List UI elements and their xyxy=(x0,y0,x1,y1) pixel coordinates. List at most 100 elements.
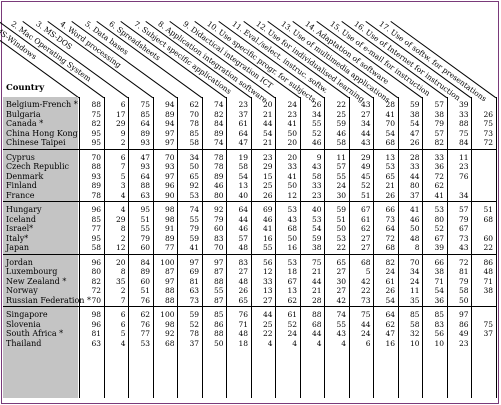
table-cell: 24 xyxy=(360,329,371,338)
table-cell: 2 xyxy=(120,234,126,243)
table-cell: 22 xyxy=(262,329,273,338)
country-name: South Africa * xyxy=(6,329,64,338)
table-cell: 88 xyxy=(213,277,224,286)
table-cell: 81 xyxy=(458,267,469,276)
table-cell: 11 xyxy=(336,153,346,162)
table-cell: 68 xyxy=(483,215,493,224)
table-cell: 65 xyxy=(336,258,346,267)
table-cell: 60 xyxy=(213,224,224,233)
table-cell: 96 xyxy=(91,320,101,329)
group-divider xyxy=(3,306,496,307)
table-cell: 7 xyxy=(120,162,126,171)
country-name: New Zealand * xyxy=(6,277,67,286)
table-cell: 41 xyxy=(434,191,444,200)
column-divider xyxy=(373,97,374,398)
table-cell: 30 xyxy=(336,191,346,200)
table-cell: 82 xyxy=(91,277,101,286)
table-cell: 21 xyxy=(262,138,273,147)
table-cell: 43 xyxy=(458,243,469,252)
table-cell: 54 xyxy=(409,119,420,128)
table-cell: 93 xyxy=(91,172,101,181)
table-cell: 64 xyxy=(385,310,395,319)
table-cell: 72 xyxy=(91,286,101,295)
table-cell: 63 xyxy=(189,286,199,295)
table-cell: 65 xyxy=(238,296,248,305)
table-cell: 68 xyxy=(360,258,371,267)
table-cell: 87 xyxy=(164,267,175,276)
column-divider xyxy=(422,97,423,398)
table-cell: 20 xyxy=(287,138,297,147)
country-name: Jordan xyxy=(6,258,33,267)
table-cell: 41 xyxy=(385,110,395,119)
column-divider xyxy=(398,97,399,398)
table-cell: 57 xyxy=(336,162,346,171)
table-cell: 43 xyxy=(287,215,297,224)
group-divider xyxy=(3,254,496,255)
country-column-background xyxy=(3,97,78,398)
table-cell: 74 xyxy=(336,310,346,319)
country-name: Singapore xyxy=(6,310,48,319)
table-cell: 22 xyxy=(360,286,371,295)
table-cell: 51 xyxy=(483,205,493,214)
table-cell: 36 xyxy=(434,162,444,171)
table-cell: 53 xyxy=(336,234,346,243)
table-cell: 13 xyxy=(262,286,273,295)
table-cell: 28 xyxy=(311,296,322,305)
table-cell: 9 xyxy=(120,129,126,138)
table-cell: 73 xyxy=(189,296,199,305)
table-cell: 85 xyxy=(189,129,199,138)
table-cell: 50 xyxy=(213,339,224,348)
table-cell: 52 xyxy=(434,224,444,233)
table-cell: 75 xyxy=(140,100,150,109)
table-cell: 58 xyxy=(409,320,420,329)
table-cell: 72 xyxy=(458,258,469,267)
table-cell: 34 xyxy=(360,119,371,128)
table-cell: 98 xyxy=(164,215,175,224)
table-cell: 33 xyxy=(434,153,444,162)
table-cell: 23 xyxy=(262,153,273,162)
table-cell: 55 xyxy=(189,215,199,224)
table-cell: 48 xyxy=(483,267,493,276)
table-cell: 88 xyxy=(91,100,101,109)
table-cell: 52 xyxy=(360,181,371,190)
table-cell: 74 xyxy=(213,100,224,109)
table-cell: 37 xyxy=(409,191,420,200)
country-name: Russian Federation * xyxy=(6,296,91,305)
table-cell: 96 xyxy=(91,205,101,214)
table-cell: 53 xyxy=(434,205,444,214)
table-cell: 37 xyxy=(483,329,493,338)
column-divider xyxy=(349,97,350,398)
table-cell: 21 xyxy=(262,110,273,119)
table-cell: 83 xyxy=(238,258,248,267)
table-cell: 68 xyxy=(385,138,395,147)
table-cell: 27 xyxy=(360,234,371,243)
table-cell: 95 xyxy=(140,205,150,214)
table-cell: 68 xyxy=(287,224,297,233)
table-cell: 72 xyxy=(434,172,444,181)
column-divider xyxy=(251,97,252,398)
table-cell: 23 xyxy=(458,162,469,171)
table-cell: 58 xyxy=(189,138,199,147)
table-cell: 85 xyxy=(409,310,420,319)
table-cell: 26 xyxy=(238,286,248,295)
table-cell: 69 xyxy=(189,267,199,276)
table-cell: 83 xyxy=(213,234,224,243)
table-cell: 26 xyxy=(385,191,395,200)
table-cell: 46 xyxy=(311,138,322,147)
table-cell: 65 xyxy=(189,172,199,181)
table-cell: 65 xyxy=(385,172,395,181)
table-cell: 67 xyxy=(458,224,469,233)
table-cell: 42 xyxy=(360,277,371,286)
country-name: Canada * xyxy=(6,119,44,128)
table-cell: 30 xyxy=(336,277,346,286)
table-cell: 44 xyxy=(409,172,420,181)
table-cell: 54 xyxy=(311,224,322,233)
table-cell: 53 xyxy=(311,215,322,224)
table-cell: 72 xyxy=(483,138,493,147)
table-cell: 46 xyxy=(238,224,248,233)
table-cell: 89 xyxy=(140,129,150,138)
table-cell: 76 xyxy=(238,310,248,319)
table-cell: 60 xyxy=(483,234,493,243)
table-cell: 97 xyxy=(189,258,199,267)
table-cell: 13 xyxy=(287,286,297,295)
